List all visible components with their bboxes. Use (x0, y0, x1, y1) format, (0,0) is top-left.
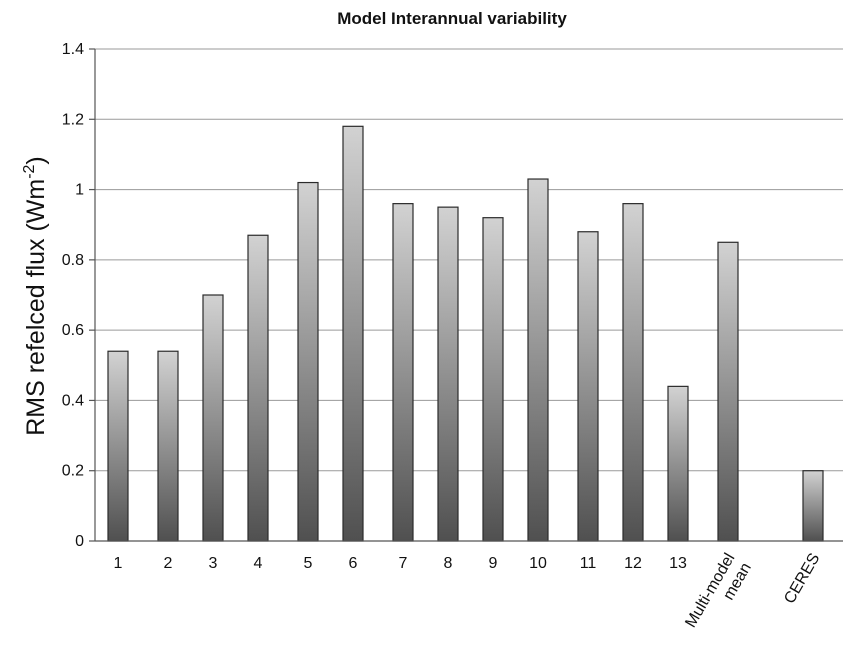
x-tick-label: Multi-modelmean (682, 551, 755, 641)
bar (802, 470, 824, 542)
y-tick-label: 1.4 (62, 41, 84, 58)
x-tick-label: 6 (349, 555, 358, 572)
x-tick-label: 11 (580, 555, 597, 572)
y-axis-label-suffix: ) (22, 156, 50, 164)
chart-title: Model Interannual variability (337, 9, 567, 28)
bar (392, 203, 414, 542)
x-tick-label: 12 (624, 555, 642, 572)
y-tick-label: 0.6 (62, 322, 84, 339)
x-tick-label: 2 (164, 555, 173, 572)
bar (297, 181, 319, 542)
bar (202, 294, 224, 542)
x-tick-label: 9 (489, 555, 498, 572)
bar (667, 385, 689, 542)
x-tick-label: 3 (209, 555, 218, 572)
bar (342, 125, 364, 542)
bar (482, 217, 504, 542)
bar (157, 350, 179, 542)
y-tick-label: 1 (75, 182, 84, 199)
x-tick-label: 1 (114, 555, 123, 572)
x-tick-label: 7 (399, 555, 408, 572)
y-axis-label-superscript: -2 (21, 164, 38, 178)
x-tick-label: 10 (529, 555, 547, 572)
bar (437, 206, 459, 542)
bar (577, 231, 599, 542)
y-tick-label: 0.4 (62, 392, 84, 409)
y-tick-label: 0 (75, 533, 84, 550)
bar (717, 241, 739, 542)
x-tick-label: CERES (781, 551, 823, 607)
y-tick-label: 1.2 (62, 111, 84, 128)
y-axis-label: RMS refelced flux (Wm-2) (21, 156, 50, 436)
x-tick-label: 5 (304, 555, 313, 572)
y-tick-label: 0.2 (62, 463, 84, 480)
bar (622, 203, 644, 542)
y-tick-label: 0.8 (62, 252, 84, 269)
x-tick-label: 4 (254, 555, 263, 572)
y-axis-label-main: RMS refelced flux (Wm (22, 179, 50, 436)
bar (527, 178, 549, 542)
bar (247, 234, 269, 542)
x-tick-label: 8 (444, 555, 453, 572)
bar (107, 350, 129, 542)
x-tick-label: 13 (669, 555, 687, 572)
